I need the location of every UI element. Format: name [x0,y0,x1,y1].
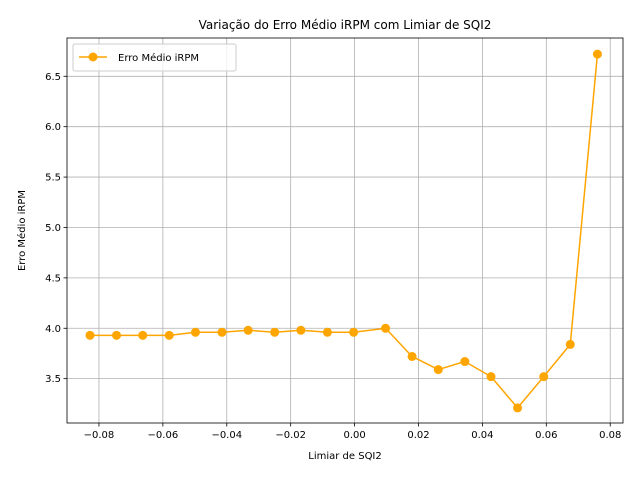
data-point [565,339,575,349]
data-point [539,372,549,382]
data-point [592,49,602,59]
data-point [349,327,359,337]
legend-marker [88,52,98,62]
data-point [296,325,306,335]
y-tick-label: 4.5 [45,273,61,284]
x-tick-label: −0.02 [275,430,306,441]
y-axis-label: Erro Médio iRPM [16,190,28,271]
data-point [217,327,227,337]
data-point [270,327,280,337]
chart-title: Variação do Erro Médio iRPM com Limiar d… [199,18,492,32]
y-tick-label: 5.5 [45,173,61,184]
ticks: −0.08 −0.06 −0.04 −0.02 0.00 0.02 0.04 0.06 0.08… [45,72,621,441]
x-tick-label: 0.06 [535,430,557,441]
data-point [486,372,496,382]
data-point [381,323,391,333]
data-point [138,330,148,340]
y-tick-label: 4.0 [45,324,61,335]
y-tick-label: 5.0 [45,223,61,234]
data-point [460,357,470,367]
x-tick-label: 0.00 [343,430,365,441]
x-tick-label: −0.06 [148,430,179,441]
data-point [407,351,417,361]
data-point [164,330,174,340]
data-point [85,330,95,340]
data-point [513,403,523,413]
grid [67,38,623,423]
data-point [322,327,332,337]
data-point [243,325,253,335]
x-tick-label: −0.04 [211,430,242,441]
x-tick-label: 0.04 [471,430,493,441]
series-layer [85,49,602,413]
x-tick-label: 0.08 [599,430,621,441]
y-tick-label: 6.5 [45,72,61,83]
y-tick-label: 3.5 [45,374,61,385]
legend-label: Erro Médio iRPM [118,52,199,64]
data-point [190,327,200,337]
x-axis-label: Limiar de SQI2 [308,451,382,462]
legend-box [72,43,237,72]
x-tick-label: −0.08 [84,430,115,441]
data-point [112,330,122,340]
axes-frame [66,37,624,424]
legend: Erro Médio iRPM [72,43,237,72]
x-tick-label: 0.02 [407,430,429,441]
y-tick-label: 6.0 [45,122,61,133]
data-point [433,365,443,375]
